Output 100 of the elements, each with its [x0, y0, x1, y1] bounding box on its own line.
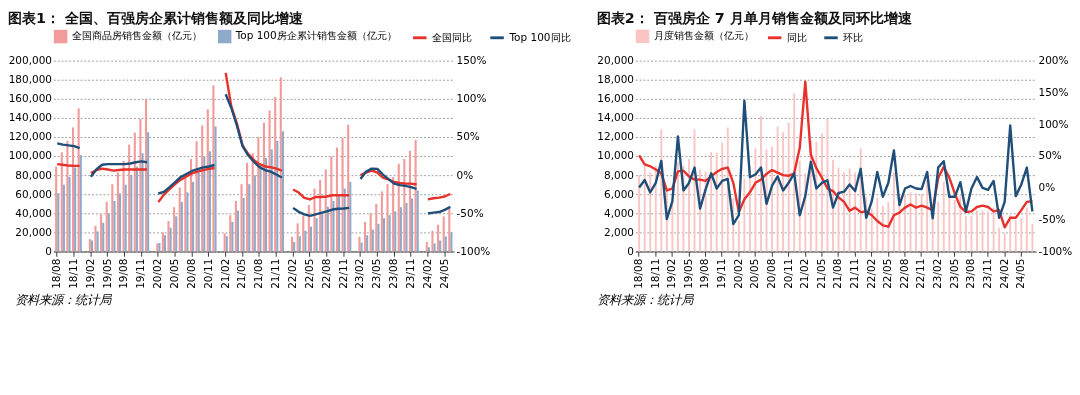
- y-tick-label: 20,000: [15, 225, 52, 238]
- y-tick-label: 4,000: [603, 206, 634, 219]
- x-tick-label: 21/08: [252, 258, 265, 289]
- bar: [293, 241, 296, 252]
- x-tick-label: 21/05: [235, 258, 248, 289]
- y2-tick-label: -50%: [456, 206, 484, 219]
- bar: [290, 236, 294, 252]
- bar: [296, 223, 299, 252]
- bar: [360, 242, 363, 252]
- y2-tick-label: 0%: [456, 168, 474, 181]
- bar: [448, 208, 451, 252]
- x-tick-label: 20/08: [764, 258, 777, 289]
- bar: [371, 229, 374, 252]
- x-tick-label: 19/11: [715, 258, 728, 289]
- x-tick-label: 23/08: [387, 258, 400, 289]
- bar: [167, 220, 170, 252]
- bar: [203, 156, 206, 252]
- x-tick-label: 23/02: [931, 258, 944, 289]
- x-tick-label: 19/05: [100, 258, 113, 289]
- y-tick-label: 2,000: [603, 225, 634, 238]
- bar: [62, 184, 65, 252]
- bar: [397, 163, 400, 252]
- bar: [450, 232, 453, 252]
- y-tick-label: 140,000: [8, 111, 52, 124]
- y-tick-label: 20,000: [597, 54, 634, 67]
- bar: [113, 200, 116, 252]
- bar: [309, 226, 313, 252]
- bar: [380, 191, 383, 252]
- bar: [341, 137, 344, 252]
- y2-tick-label: 200%: [1038, 54, 1069, 67]
- y-tick-label: 80,000: [15, 168, 52, 181]
- x-tick-label: 18/08: [50, 258, 63, 289]
- bar: [394, 211, 397, 252]
- bar: [315, 218, 318, 252]
- x-tick-label: 20/05: [168, 258, 181, 289]
- legend-label: Top 100同比: [508, 30, 571, 43]
- bar: [298, 236, 301, 252]
- bar: [405, 202, 408, 252]
- chart-title: 图表2： 百强房企 7 月单月销售金额及同环比增速: [596, 9, 913, 26]
- y-tick-label: 10,000: [597, 149, 634, 162]
- bar: [60, 152, 63, 252]
- legend-label: 全国商品房销售金额（亿元）: [71, 29, 202, 42]
- x-tick-label: 19/08: [117, 258, 130, 289]
- x-tick-label: 22/05: [881, 258, 894, 289]
- bar: [186, 192, 189, 252]
- bar: [242, 198, 245, 252]
- bar: [105, 201, 108, 252]
- y-tick-label: 16,000: [597, 92, 634, 105]
- x-tick-label: 20/05: [748, 258, 761, 289]
- bar: [375, 203, 378, 252]
- bar: [386, 184, 389, 252]
- bar: [173, 207, 176, 252]
- bar: [236, 210, 240, 252]
- bar: [55, 166, 58, 252]
- bar: [57, 193, 60, 252]
- bar: [208, 151, 211, 252]
- bar: [259, 166, 262, 252]
- bar: [231, 221, 234, 252]
- bar: [107, 213, 110, 252]
- x-tick-label: 19/08: [698, 258, 711, 289]
- text: 资料来源：统计局: [597, 291, 696, 307]
- y-tick-label: 100,000: [8, 149, 52, 162]
- bar: [116, 172, 119, 252]
- legend-label: 环比: [843, 30, 864, 43]
- x-tick-label: 23/02: [353, 258, 366, 289]
- bar: [66, 140, 69, 252]
- bar: [439, 240, 442, 252]
- bar: [68, 177, 71, 252]
- y-tick-label: 160,000: [8, 92, 52, 105]
- x-tick-label: 20/11: [781, 258, 794, 289]
- y2-tick-label: 100%: [1038, 117, 1069, 130]
- bar: [433, 243, 436, 252]
- x-tick-label: 19/02: [83, 258, 96, 289]
- bar: [144, 98, 148, 252]
- bar: [77, 108, 80, 252]
- bar: [102, 222, 105, 252]
- x-tick-label: 20/11: [201, 258, 214, 289]
- bar: [347, 124, 350, 252]
- bar: [416, 190, 419, 252]
- y-tick-label: 6,000: [603, 187, 634, 200]
- x-tick-label: 18/08: [632, 258, 645, 289]
- x-tick-label: 19/05: [681, 258, 694, 289]
- x-tick-label: 24/02: [420, 258, 433, 289]
- y-tick-label: 60,000: [15, 187, 52, 200]
- bar: [195, 141, 198, 252]
- bar: [197, 172, 200, 252]
- bar: [147, 132, 150, 252]
- x-tick-label: 21/05: [814, 258, 827, 289]
- x-tick-label: 18/11: [648, 258, 661, 289]
- x-tick-label: 23/08: [964, 258, 977, 289]
- y-tick-label: 180,000: [8, 73, 52, 86]
- bar: [411, 198, 414, 252]
- bar: [257, 137, 260, 252]
- x-tick-label: 24/05: [1014, 258, 1027, 289]
- bar: [274, 96, 277, 252]
- y-tick-label: 200,000: [8, 54, 52, 67]
- x-tick-label: 22/02: [864, 258, 877, 289]
- legend-label: Top 100房企累计销售金额（亿元）: [234, 29, 397, 42]
- bar: [119, 193, 122, 252]
- bar: [304, 230, 307, 252]
